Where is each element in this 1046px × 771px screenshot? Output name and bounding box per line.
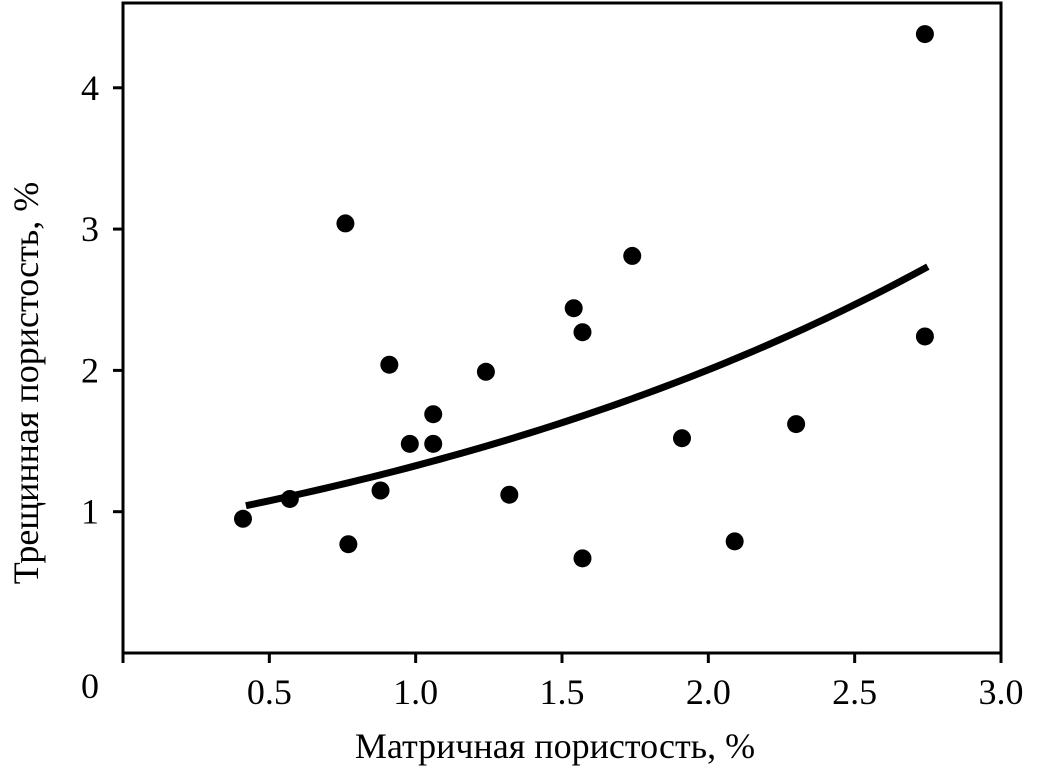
data-point xyxy=(371,481,390,500)
data-point xyxy=(476,362,495,381)
plot-frame xyxy=(121,1,1003,655)
data-point xyxy=(424,434,443,453)
x-axis-title: Матричная пористость, % xyxy=(355,726,755,766)
y-tick-label: 1 xyxy=(81,492,99,532)
x-tick-label: 3.0 xyxy=(979,672,1024,712)
data-point xyxy=(915,25,934,44)
x-tick-label: 2.0 xyxy=(686,672,731,712)
data-point xyxy=(500,485,519,504)
y-tick-label: 4 xyxy=(81,68,99,108)
data-point xyxy=(339,535,358,554)
data-point xyxy=(336,214,355,233)
data-point xyxy=(725,532,744,551)
data-point xyxy=(787,415,806,434)
x-tick-label: 1.5 xyxy=(540,672,585,712)
data-point xyxy=(424,405,443,424)
data-point xyxy=(672,429,691,448)
data-point xyxy=(280,489,299,508)
y-tick-label: 3 xyxy=(81,209,99,249)
data-point xyxy=(380,355,399,374)
y-tick-label: 2 xyxy=(81,350,99,390)
x-axis-ticks: 0.5 1.0 1.5 2.0 2.5 3.0 xyxy=(121,653,1024,712)
data-point xyxy=(573,323,592,342)
y-axis-ticks: 1 2 3 4 xyxy=(81,68,123,532)
data-points xyxy=(233,25,934,568)
trend-line xyxy=(245,263,930,510)
data-point xyxy=(233,509,252,528)
data-point xyxy=(400,434,419,453)
data-point xyxy=(573,549,592,568)
data-point xyxy=(564,299,583,318)
x-tick-label: 0.5 xyxy=(247,672,292,712)
origin-label: 0 xyxy=(81,666,99,706)
y-axis-title: Трещинная пористость, % xyxy=(6,182,46,584)
x-tick-label: 2.5 xyxy=(832,672,877,712)
data-point xyxy=(623,246,642,265)
x-tick-label: 1.0 xyxy=(393,672,438,712)
data-point xyxy=(915,327,934,346)
